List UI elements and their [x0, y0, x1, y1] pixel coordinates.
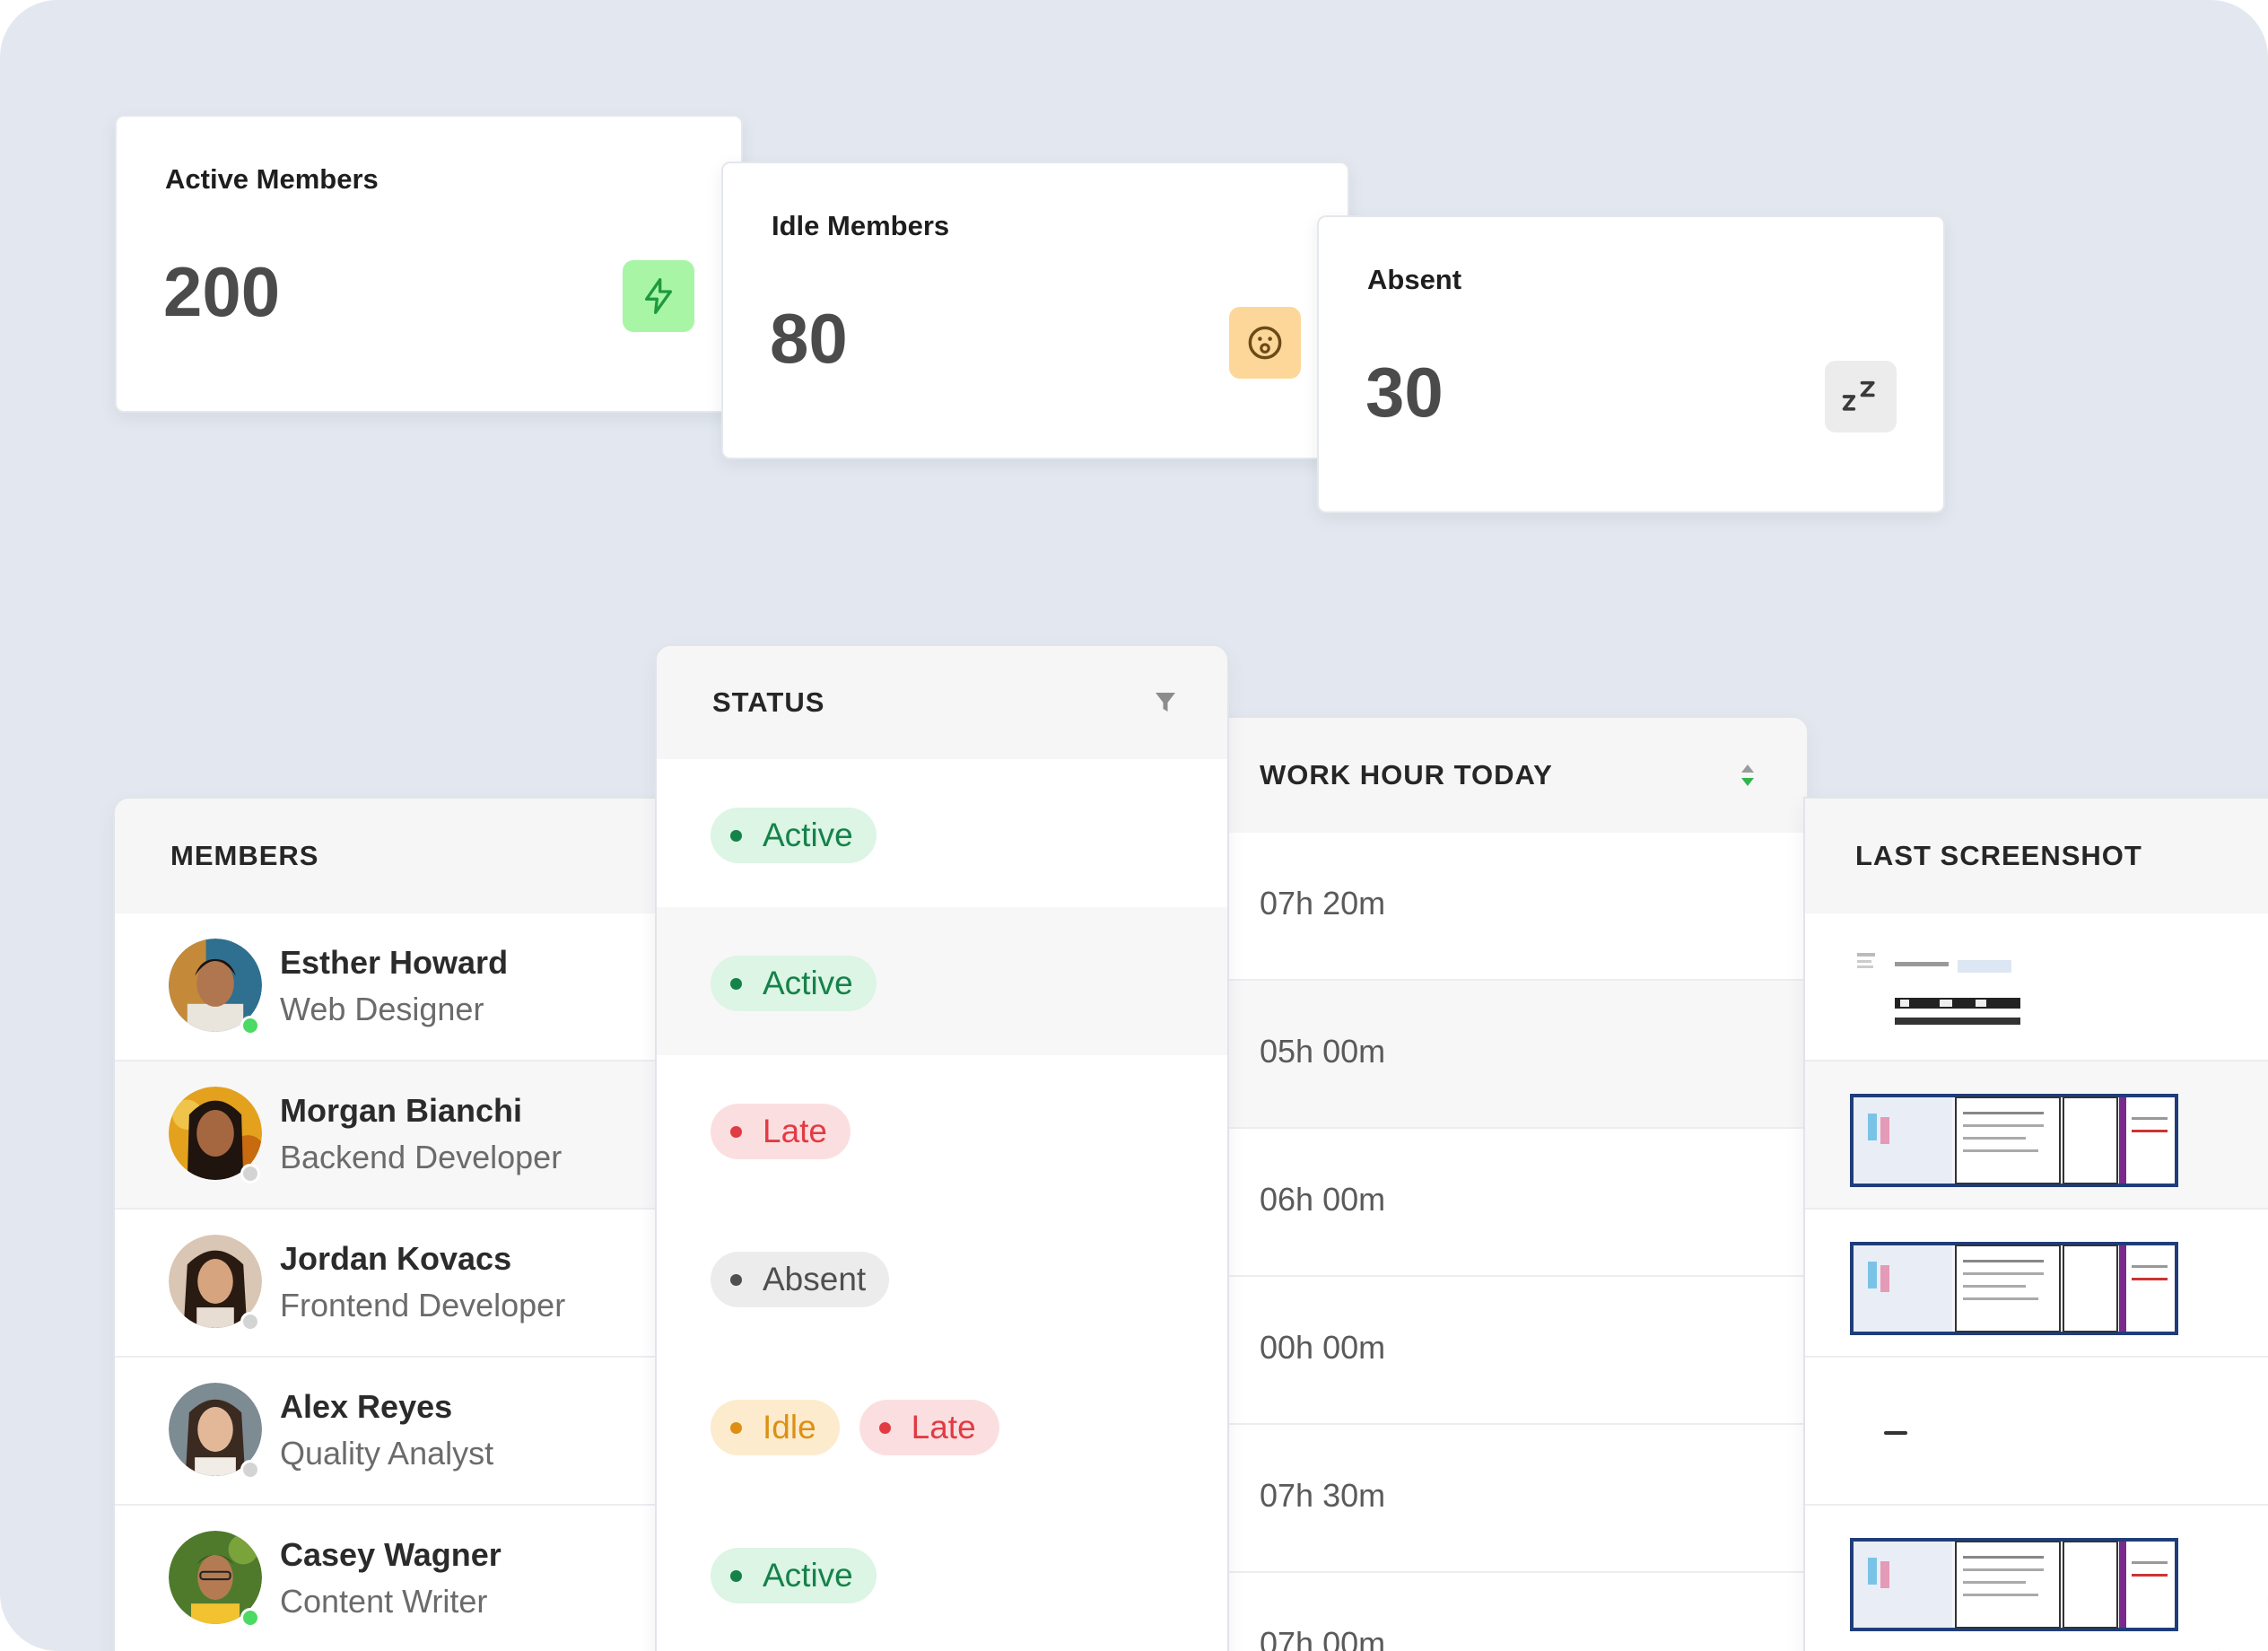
status-header-label: STATUS	[712, 686, 825, 718]
member-role: Frontend Developer	[280, 1287, 566, 1323]
status-badges: Late	[711, 1104, 851, 1159]
work-hour-cell: 00h 00m	[1200, 1277, 1807, 1425]
no-screenshot-dash	[1884, 1431, 1907, 1435]
offline-status-dot	[240, 1312, 260, 1332]
member-role: Quality Analyst	[280, 1435, 494, 1472]
sleep-zz-icon	[1825, 361, 1897, 432]
member-row[interactable]: Morgan Bianchi Backend Developer	[115, 1061, 667, 1210]
idle-members-card: Idle Members 80	[721, 162, 1349, 459]
member-role: Backend Developer	[280, 1139, 563, 1175]
lightning-icon	[623, 260, 694, 332]
work-hour-cell: 07h 30m	[1200, 1425, 1807, 1573]
work-hour-cell: 06h 00m	[1200, 1129, 1807, 1277]
member-role: Web Designer	[280, 991, 484, 1027]
status-column: STATUS Active Active Late Absent	[655, 644, 1229, 1651]
member-row[interactable]: Esther Howard Web Designer	[115, 913, 667, 1061]
absent-count: 30	[1365, 353, 1444, 432]
online-status-dot	[240, 1608, 260, 1628]
status-badges: Active	[711, 956, 877, 1011]
status-badges: Absent	[711, 1252, 890, 1307]
active-members-label: Active Members	[165, 163, 379, 195]
work-hour-value: 00h 00m	[1260, 1329, 1386, 1366]
screenshot-thumbnail[interactable]	[1850, 1242, 2178, 1335]
status-badges: Active	[711, 1548, 877, 1603]
members-column: MEMBERS Esther Howard Web Designer Morga…	[113, 797, 669, 1651]
surprised-face-icon	[1229, 307, 1301, 379]
status-cell: Active	[657, 907, 1227, 1055]
member-role: Content Writer	[280, 1583, 488, 1620]
work-hour-cell: 07h 20m	[1200, 833, 1807, 981]
work-hour-value: 06h 00m	[1260, 1181, 1386, 1218]
absent-card: Absent 30	[1317, 215, 1945, 513]
work-hour-value: 07h 30m	[1260, 1477, 1386, 1514]
work-hour-header[interactable]: WORK HOUR TODAY	[1200, 718, 1807, 833]
status-badge-late: Late	[711, 1104, 851, 1159]
offline-status-dot	[240, 1164, 260, 1184]
screenshot-cell[interactable]	[1805, 1210, 2268, 1358]
status-badge-active: Active	[711, 1548, 877, 1603]
member-name: Morgan Bianchi	[280, 1092, 523, 1129]
active-members-card: Active Members 200	[115, 115, 743, 413]
screenshot-thumbnail[interactable]	[1850, 946, 2029, 1039]
status-badge-active: Active	[711, 956, 877, 1011]
avatar	[169, 1087, 262, 1180]
status-badge-active: Active	[711, 808, 877, 863]
active-members-count: 200	[163, 252, 281, 331]
screenshot-thumbnail[interactable]	[1850, 1094, 2178, 1187]
screenshot-cell[interactable]	[1805, 1506, 2268, 1651]
work-hour-header-label: WORK HOUR TODAY	[1260, 759, 1553, 791]
member-row[interactable]: Casey Wagner Content Writer	[115, 1506, 667, 1651]
idle-members-label: Idle Members	[772, 210, 950, 241]
work-hour-value: 07h 00m	[1260, 1625, 1386, 1651]
status-header[interactable]: STATUS	[657, 646, 1227, 759]
screenshot-cell[interactable]	[1805, 913, 2268, 1061]
status-badge-absent: Absent	[711, 1252, 890, 1307]
last-screenshot-header[interactable]: LAST SCREENSHOT	[1805, 799, 2268, 913]
work-hour-value: 07h 20m	[1260, 885, 1386, 922]
offline-status-dot	[240, 1460, 260, 1480]
status-cell: Late	[657, 1055, 1227, 1203]
members-header[interactable]: MEMBERS	[115, 799, 667, 913]
status-badge-late: Late	[859, 1400, 999, 1455]
member-row[interactable]: Alex Reyes Quality Analyst	[115, 1358, 667, 1506]
screenshot-cell	[1805, 1358, 2268, 1506]
status-cell: Idle Late	[657, 1351, 1227, 1499]
avatar	[169, 1235, 262, 1328]
member-name: Alex Reyes	[280, 1388, 453, 1425]
idle-members-count: 80	[770, 299, 848, 378]
screenshot-thumbnail[interactable]	[1850, 1538, 2178, 1631]
status-cell: Absent	[657, 1203, 1227, 1351]
status-cell: Active	[657, 759, 1227, 907]
status-badges: Active	[711, 808, 877, 863]
screenshot-cell[interactable]	[1805, 1061, 2268, 1210]
work-hour-value: 05h 00m	[1260, 1033, 1386, 1070]
absent-label: Absent	[1367, 264, 1462, 295]
status-cell: Active	[657, 1499, 1227, 1647]
last-screenshot-column: LAST SCREENSHOT	[1803, 797, 2268, 1651]
status-badge-idle: Idle	[711, 1400, 840, 1455]
member-name: Casey Wagner	[280, 1536, 502, 1573]
filter-icon[interactable]	[1154, 690, 1177, 715]
work-hour-cell: 05h 00m	[1200, 981, 1807, 1129]
member-name: Esther Howard	[280, 944, 509, 981]
online-status-dot	[240, 1016, 260, 1035]
work-hour-cell: 07h 00m	[1200, 1573, 1807, 1651]
work-hour-column: WORK HOUR TODAY 07h 20m 05h 00m 06h 00m …	[1199, 716, 1809, 1651]
member-name: Jordan Kovacs	[280, 1240, 512, 1277]
status-badges: Idle Late	[711, 1400, 999, 1455]
member-row[interactable]: Jordan Kovacs Frontend Developer	[115, 1210, 667, 1358]
sort-icon[interactable]	[1739, 762, 1757, 789]
